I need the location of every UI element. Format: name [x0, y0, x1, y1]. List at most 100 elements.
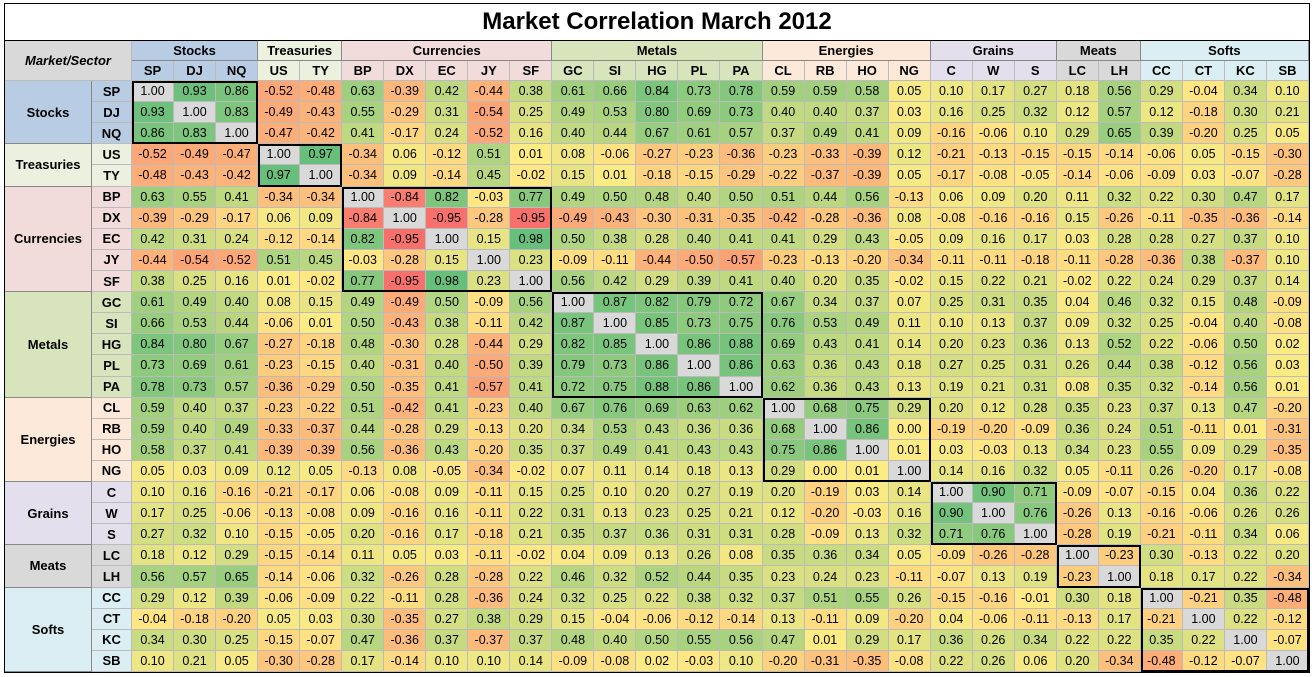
correlation-cell: -0.42	[300, 123, 343, 145]
correlation-cell: 0.57	[720, 123, 763, 145]
correlation-cell: 0.00	[888, 418, 931, 440]
correlation-cell: -0.36	[720, 144, 763, 166]
correlation-cell: 0.43	[846, 355, 889, 377]
correlation-cell: 0.90	[930, 503, 973, 525]
correlation-cell: 0.40	[426, 355, 469, 377]
correlation-cell: 0.37	[594, 524, 637, 546]
correlation-cell: 1.00	[216, 123, 259, 145]
correlation-cell: 1.00	[888, 460, 931, 483]
correlation-cell: -0.39	[384, 81, 427, 103]
correlation-cell: 0.05	[1266, 123, 1309, 145]
correlation-cell: -0.06	[1182, 334, 1225, 356]
correlation-cell: 0.26	[1224, 503, 1267, 525]
correlation-cell: 0.21	[1266, 102, 1309, 124]
correlation-cell: -0.48	[1140, 650, 1183, 672]
group-header: Softs	[1140, 41, 1309, 61]
correlation-cell: 0.82	[552, 334, 595, 356]
column-ticker: SP	[132, 61, 175, 81]
correlation-cell: 0.39	[1140, 123, 1183, 145]
correlation-cell: 0.56	[510, 292, 553, 314]
correlation-cell: -0.11	[930, 249, 973, 271]
correlation-cell: 0.14	[1266, 270, 1309, 293]
correlation-cell: -0.06	[636, 608, 679, 630]
correlation-cell: 0.42	[426, 81, 469, 103]
correlation-cell: 0.17	[1266, 186, 1309, 208]
correlation-cell: -0.44	[468, 81, 511, 103]
correlation-cell: 0.76	[972, 524, 1015, 546]
correlation-cell: 0.80	[174, 334, 217, 356]
correlation-cell: 0.20	[342, 524, 385, 546]
group-header: Metals	[552, 41, 763, 61]
correlation-cell: -0.11	[972, 249, 1015, 271]
correlation-cell: -0.20	[888, 608, 931, 630]
correlation-cell: 0.20	[1266, 545, 1309, 567]
correlation-cell: -0.36	[1224, 207, 1267, 229]
correlation-cell: 0.05	[300, 460, 343, 483]
column-ticker: JY	[468, 61, 511, 81]
correlation-cell: 0.28	[1014, 397, 1057, 419]
row-ticker: C	[92, 482, 132, 504]
correlation-cell: -0.06	[258, 313, 301, 335]
correlation-cell: 0.41	[720, 228, 763, 250]
correlation-cell: 0.29	[1182, 270, 1225, 293]
correlation-cell: -0.15	[1140, 482, 1183, 504]
correlation-cell: -0.12	[258, 228, 301, 250]
correlation-cell: 0.53	[174, 313, 217, 335]
correlation-cell: 0.10	[930, 81, 973, 103]
correlation-cell: 0.31	[720, 524, 763, 546]
correlation-cell: 0.24	[1098, 418, 1141, 440]
correlation-cell: -0.09	[552, 650, 595, 672]
correlation-cell: 0.22	[1182, 629, 1225, 651]
row-ticker: LH	[92, 566, 132, 588]
correlation-cell: -0.20	[762, 650, 805, 672]
correlation-cell: -0.02	[1056, 270, 1099, 293]
correlation-cell: 0.56	[552, 270, 595, 293]
correlation-cell: 0.21	[972, 376, 1015, 398]
correlation-cell: 0.23	[846, 566, 889, 588]
column-ticker: SI	[594, 61, 637, 81]
correlation-cell: -0.21	[1182, 587, 1225, 609]
correlation-cell: 0.37	[1014, 313, 1057, 335]
correlation-cell: 0.35	[762, 545, 805, 567]
correlation-cell: -0.11	[594, 249, 637, 271]
correlation-cell: 0.40	[174, 418, 217, 440]
correlation-cell: 0.05	[888, 81, 931, 103]
correlation-cell: -0.16	[972, 587, 1015, 609]
correlation-cell: 0.09	[1182, 439, 1225, 461]
correlation-cell: 0.30	[342, 608, 385, 630]
correlation-cell: 0.97	[258, 165, 301, 187]
correlation-cell: 0.26	[972, 629, 1015, 651]
correlation-cell: -0.28	[1098, 249, 1141, 271]
correlation-cell: 0.25	[930, 292, 973, 314]
correlation-cell: -0.17	[384, 123, 427, 145]
correlation-cell: -0.27	[258, 334, 301, 356]
correlation-cell: 0.03	[888, 102, 931, 124]
correlation-cell: -0.06	[972, 123, 1015, 145]
correlation-cell: -0.34	[258, 186, 301, 208]
correlation-cell: 0.12	[258, 460, 301, 483]
correlation-cell: -0.42	[762, 207, 805, 229]
correlation-cell: 0.13	[720, 460, 763, 483]
correlation-cell: 0.23	[636, 503, 679, 525]
correlation-cell: -0.30	[1266, 144, 1309, 166]
correlation-cell: 0.43	[678, 439, 721, 461]
correlation-cell: 0.73	[594, 355, 637, 377]
correlation-cell: 0.27	[1014, 81, 1057, 103]
correlation-cell: 0.08	[552, 144, 595, 166]
correlation-cell: 0.38	[678, 587, 721, 609]
correlation-cell: -0.09	[1014, 418, 1057, 440]
correlation-cell: 0.69	[636, 397, 679, 419]
correlation-cell: -0.09	[1140, 165, 1183, 187]
correlation-cell: -0.16	[216, 482, 259, 504]
correlation-cell: 0.55	[342, 102, 385, 124]
correlation-cell: 0.86	[216, 81, 259, 103]
correlation-cell: 0.72	[720, 292, 763, 314]
correlation-cell: 0.40	[342, 355, 385, 377]
correlation-cell: 0.22	[510, 503, 553, 525]
correlation-cell: 0.18	[678, 460, 721, 483]
correlation-cell: 0.84	[132, 334, 175, 356]
correlation-cell: -0.28	[384, 249, 427, 271]
correlation-cell: 0.22	[1266, 482, 1309, 504]
correlation-cell: 0.44	[216, 313, 259, 335]
correlation-cell: 0.09	[846, 608, 889, 630]
